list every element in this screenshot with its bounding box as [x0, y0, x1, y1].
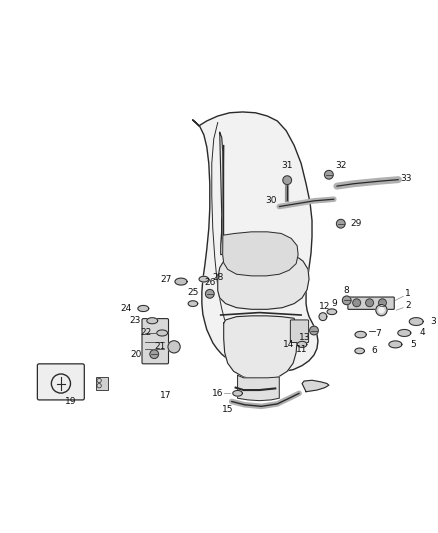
Text: 12: 12: [319, 302, 331, 311]
Text: 16: 16: [212, 389, 223, 398]
Text: 9: 9: [331, 299, 337, 308]
Circle shape: [336, 220, 345, 228]
Text: 33: 33: [400, 174, 412, 183]
Text: 8: 8: [344, 286, 350, 295]
FancyBboxPatch shape: [37, 364, 84, 400]
Polygon shape: [138, 305, 149, 311]
Text: 3: 3: [430, 317, 436, 326]
Polygon shape: [175, 278, 187, 285]
Text: 26: 26: [204, 278, 215, 287]
Text: 14: 14: [283, 340, 294, 349]
Circle shape: [205, 289, 214, 298]
Circle shape: [283, 176, 292, 184]
Text: 28: 28: [212, 273, 223, 282]
Polygon shape: [319, 313, 327, 320]
Text: 19: 19: [65, 397, 77, 406]
Polygon shape: [327, 309, 337, 314]
Polygon shape: [147, 318, 158, 324]
Circle shape: [353, 299, 360, 306]
Polygon shape: [218, 132, 309, 309]
Polygon shape: [188, 301, 198, 306]
Text: 15: 15: [222, 405, 233, 414]
Circle shape: [310, 326, 318, 335]
Text: 21: 21: [155, 342, 166, 351]
Text: 2: 2: [406, 301, 411, 310]
Text: 29: 29: [350, 219, 361, 228]
Circle shape: [366, 299, 374, 306]
Text: 27: 27: [160, 274, 172, 284]
Polygon shape: [199, 276, 208, 282]
Polygon shape: [157, 330, 168, 336]
Polygon shape: [237, 375, 279, 401]
FancyBboxPatch shape: [348, 297, 394, 309]
Polygon shape: [398, 329, 411, 336]
Text: 32: 32: [335, 161, 346, 170]
Text: 1: 1: [406, 289, 411, 298]
Polygon shape: [389, 341, 402, 348]
Text: 6: 6: [372, 346, 378, 356]
Text: 24: 24: [121, 304, 132, 313]
Text: 13: 13: [299, 333, 311, 342]
Circle shape: [150, 350, 159, 359]
FancyBboxPatch shape: [290, 320, 309, 343]
Polygon shape: [233, 391, 242, 396]
Text: 25: 25: [187, 288, 198, 297]
Polygon shape: [223, 146, 298, 276]
FancyBboxPatch shape: [142, 319, 169, 364]
Polygon shape: [355, 348, 364, 354]
Text: 22: 22: [141, 328, 152, 337]
Text: 4: 4: [419, 328, 425, 337]
Text: 20: 20: [131, 350, 142, 359]
Polygon shape: [224, 316, 297, 379]
Circle shape: [343, 296, 351, 305]
Text: 23: 23: [130, 316, 141, 325]
Circle shape: [376, 304, 387, 316]
Text: 5: 5: [410, 340, 416, 349]
Text: 31: 31: [282, 161, 293, 170]
Circle shape: [379, 308, 384, 313]
Text: 7: 7: [376, 329, 381, 338]
Polygon shape: [355, 332, 366, 338]
Text: 11: 11: [297, 345, 308, 354]
Circle shape: [378, 299, 386, 306]
Polygon shape: [302, 380, 329, 392]
Polygon shape: [297, 341, 307, 348]
Text: 17: 17: [160, 391, 172, 400]
Bar: [95, 377, 108, 390]
Text: 30: 30: [265, 196, 277, 205]
Polygon shape: [409, 318, 423, 326]
Circle shape: [325, 171, 333, 179]
Polygon shape: [193, 112, 318, 372]
Circle shape: [168, 341, 180, 353]
